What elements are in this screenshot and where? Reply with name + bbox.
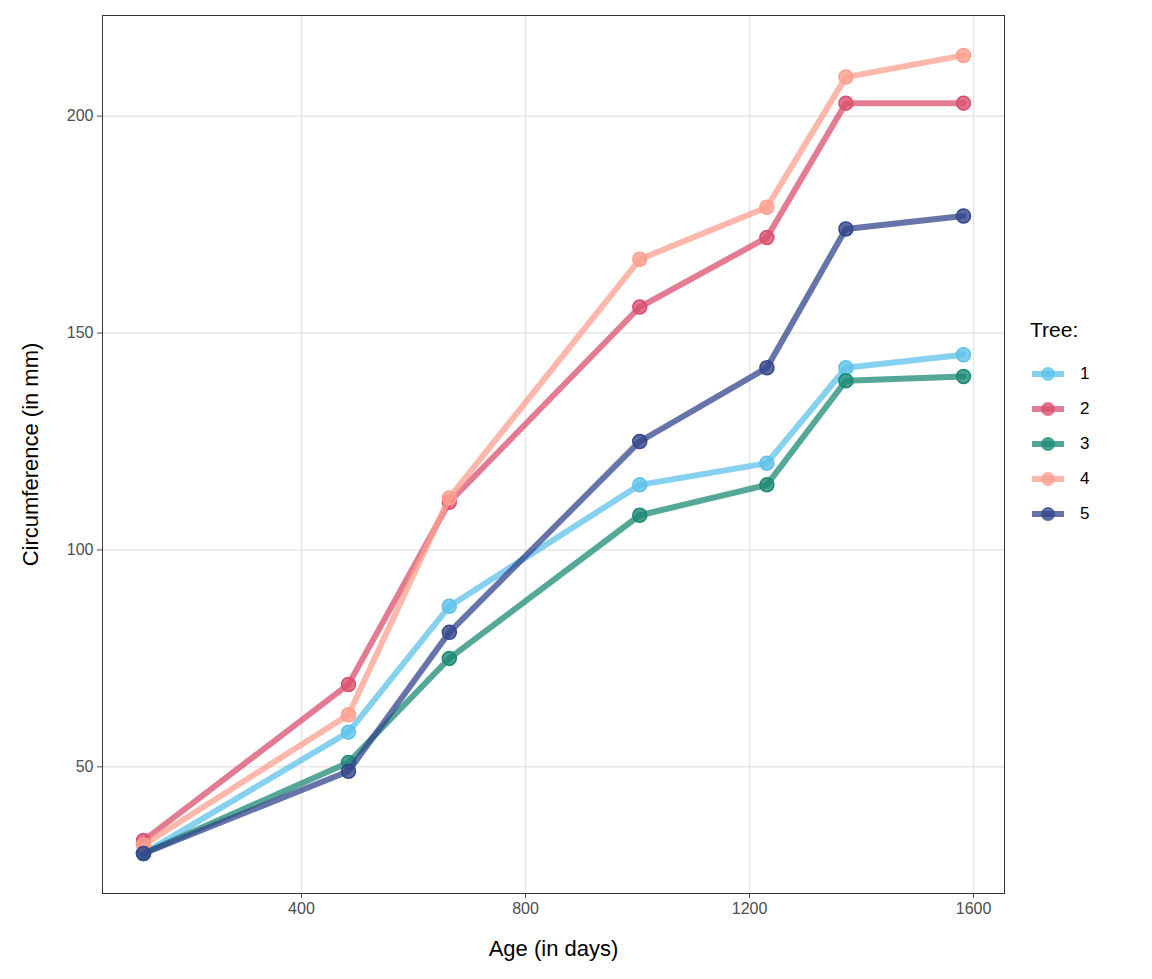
html-text:5: 5 (1080, 503, 1090, 523)
svg-text:Circumference (in mm): Circumference (in mm) (18, 343, 43, 567)
html-text:2: 2 (1080, 398, 1090, 418)
svg-text:800: 800 (512, 900, 539, 917)
svg-text:Age (in days): Age (in days) (489, 936, 619, 961)
svg-text:200: 200 (67, 107, 94, 124)
html-text:1: 1 (1080, 363, 1090, 383)
svg-text:1200: 1200 (732, 900, 768, 917)
svg-text:100: 100 (67, 541, 94, 558)
html-text:3: 3 (1080, 433, 1090, 453)
svg-text:1600: 1600 (956, 900, 992, 917)
html-text:4: 4 (1080, 468, 1090, 488)
svg-text:150: 150 (67, 324, 94, 341)
html-text:Tree:: Tree: (1030, 318, 1079, 341)
svg-text:400: 400 (288, 900, 315, 917)
svg-text:50: 50 (76, 758, 94, 775)
